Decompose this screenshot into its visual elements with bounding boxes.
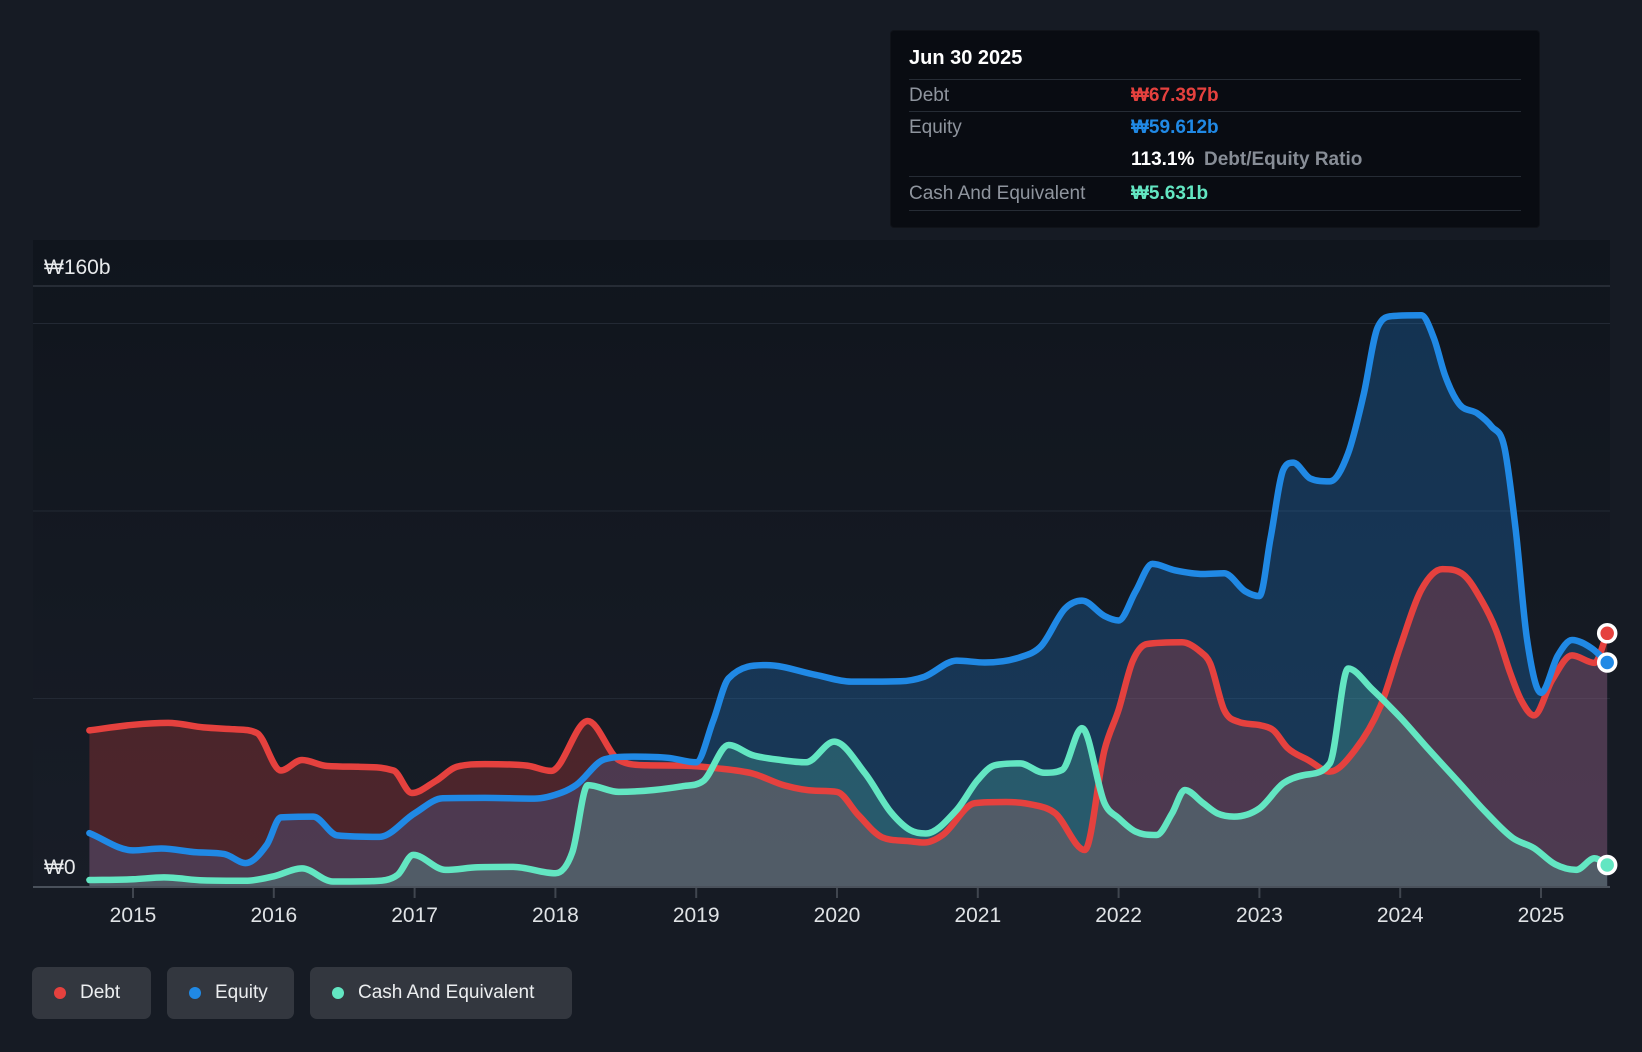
debt-equity-history-panel: 2015 2016 2017 2018 2019 2020 2021 2022 2023 2024… — [0, 0, 1642, 1052]
cash-label: Cash And Equivalent — [909, 183, 1085, 204]
tooltip-row-equity: Equity ₩59.612b — [909, 111, 1521, 143]
tooltip-date: Jun 30 2025 — [909, 43, 1521, 79]
tooltip-row-cash: Cash And Equivalent ₩5.631b — [909, 176, 1521, 211]
x-axis-year-label: 2023 — [1236, 904, 1283, 927]
tooltip-row-debt: Debt ₩67.397b — [909, 79, 1521, 111]
x-axis-year-label: 2025 — [1518, 904, 1565, 927]
equity-value: ₩59.612b — [1131, 112, 1219, 143]
x-axis-year-label: 2022 — [1095, 904, 1142, 927]
legend-label: Equity — [215, 982, 268, 1004]
legend-label: Cash And Equivalent — [358, 982, 534, 1004]
equity-end-marker[interactable] — [1599, 654, 1616, 671]
equity-label: Equity — [909, 117, 962, 138]
legend-dot — [332, 987, 344, 999]
debt-equity-ratio-label: Debt/Equity Ratio — [1204, 143, 1362, 176]
legend-chip-debt[interactable]: Debt — [32, 967, 151, 1019]
cash-value: ₩5.631b — [1131, 177, 1208, 210]
legend-label: Debt — [80, 982, 120, 1004]
legend: Debt Equity Cash And Equivalent — [0, 967, 1642, 1019]
x-axis-year-label: 2015 — [110, 904, 157, 927]
x-axis-year-label: 2020 — [814, 904, 861, 927]
x-axis-year-label: 2019 — [673, 904, 720, 927]
cash-and-equivalent-end-marker[interactable] — [1599, 857, 1616, 874]
debt-label: Debt — [909, 85, 949, 106]
x-axis-year-label: 2024 — [1377, 904, 1424, 927]
legend-chip-cash-and-equivalent[interactable]: Cash And Equivalent — [310, 967, 572, 1019]
date-tooltip: Jun 30 2025 Debt ₩67.397b Equity ₩59.612… — [890, 30, 1540, 228]
legend-dot — [189, 987, 201, 999]
x-axis-year-label: 2017 — [391, 904, 438, 927]
tooltip-row-ratio: 113.1% Debt/Equity Ratio — [909, 143, 1521, 176]
x-axis-year-label: 2016 — [250, 904, 297, 927]
debt-value: ₩67.397b — [1131, 80, 1219, 111]
legend-dot — [54, 987, 66, 999]
x-axis-year-label: 2021 — [954, 904, 1001, 927]
legend-chip-equity[interactable]: Equity — [167, 967, 294, 1019]
x-axis-year-label: 2018 — [532, 904, 579, 927]
debt-end-marker[interactable] — [1599, 625, 1616, 642]
y-axis-zero-label: ₩0 — [44, 856, 76, 879]
debt-equity-ratio-value: 113.1% — [1131, 143, 1194, 176]
y-axis-max-label: ₩160b — [44, 256, 111, 279]
